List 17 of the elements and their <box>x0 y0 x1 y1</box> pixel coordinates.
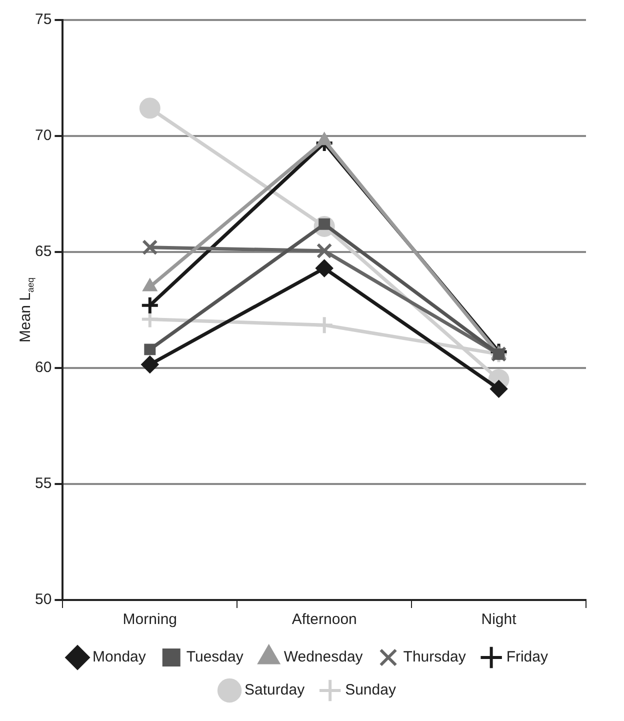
y-tick-label: 50 <box>34 591 52 608</box>
legend-label: Saturday <box>244 682 306 699</box>
x-tick-label: Afternoon <box>292 611 357 628</box>
y-tick-label: 70 <box>34 127 52 144</box>
y-tick-label: 60 <box>34 359 52 376</box>
y-tick-label: 65 <box>34 243 52 260</box>
x-tick-label: Night <box>481 611 518 628</box>
legend-label: Thursday <box>403 648 466 666</box>
y-axis-title: Mean Laeq <box>17 277 36 343</box>
legend-label: Tuesday <box>186 648 244 666</box>
x-tick-label: Morning <box>122 611 178 628</box>
legend-label: Sunday <box>345 682 396 699</box>
y-tick-label: 75 <box>34 11 52 28</box>
legend-label: Monday <box>92 648 146 666</box>
legend-label: Wednesday <box>284 648 364 666</box>
legend-label: Friday <box>506 648 548 666</box>
y-tick-label: 55 <box>34 475 52 492</box>
